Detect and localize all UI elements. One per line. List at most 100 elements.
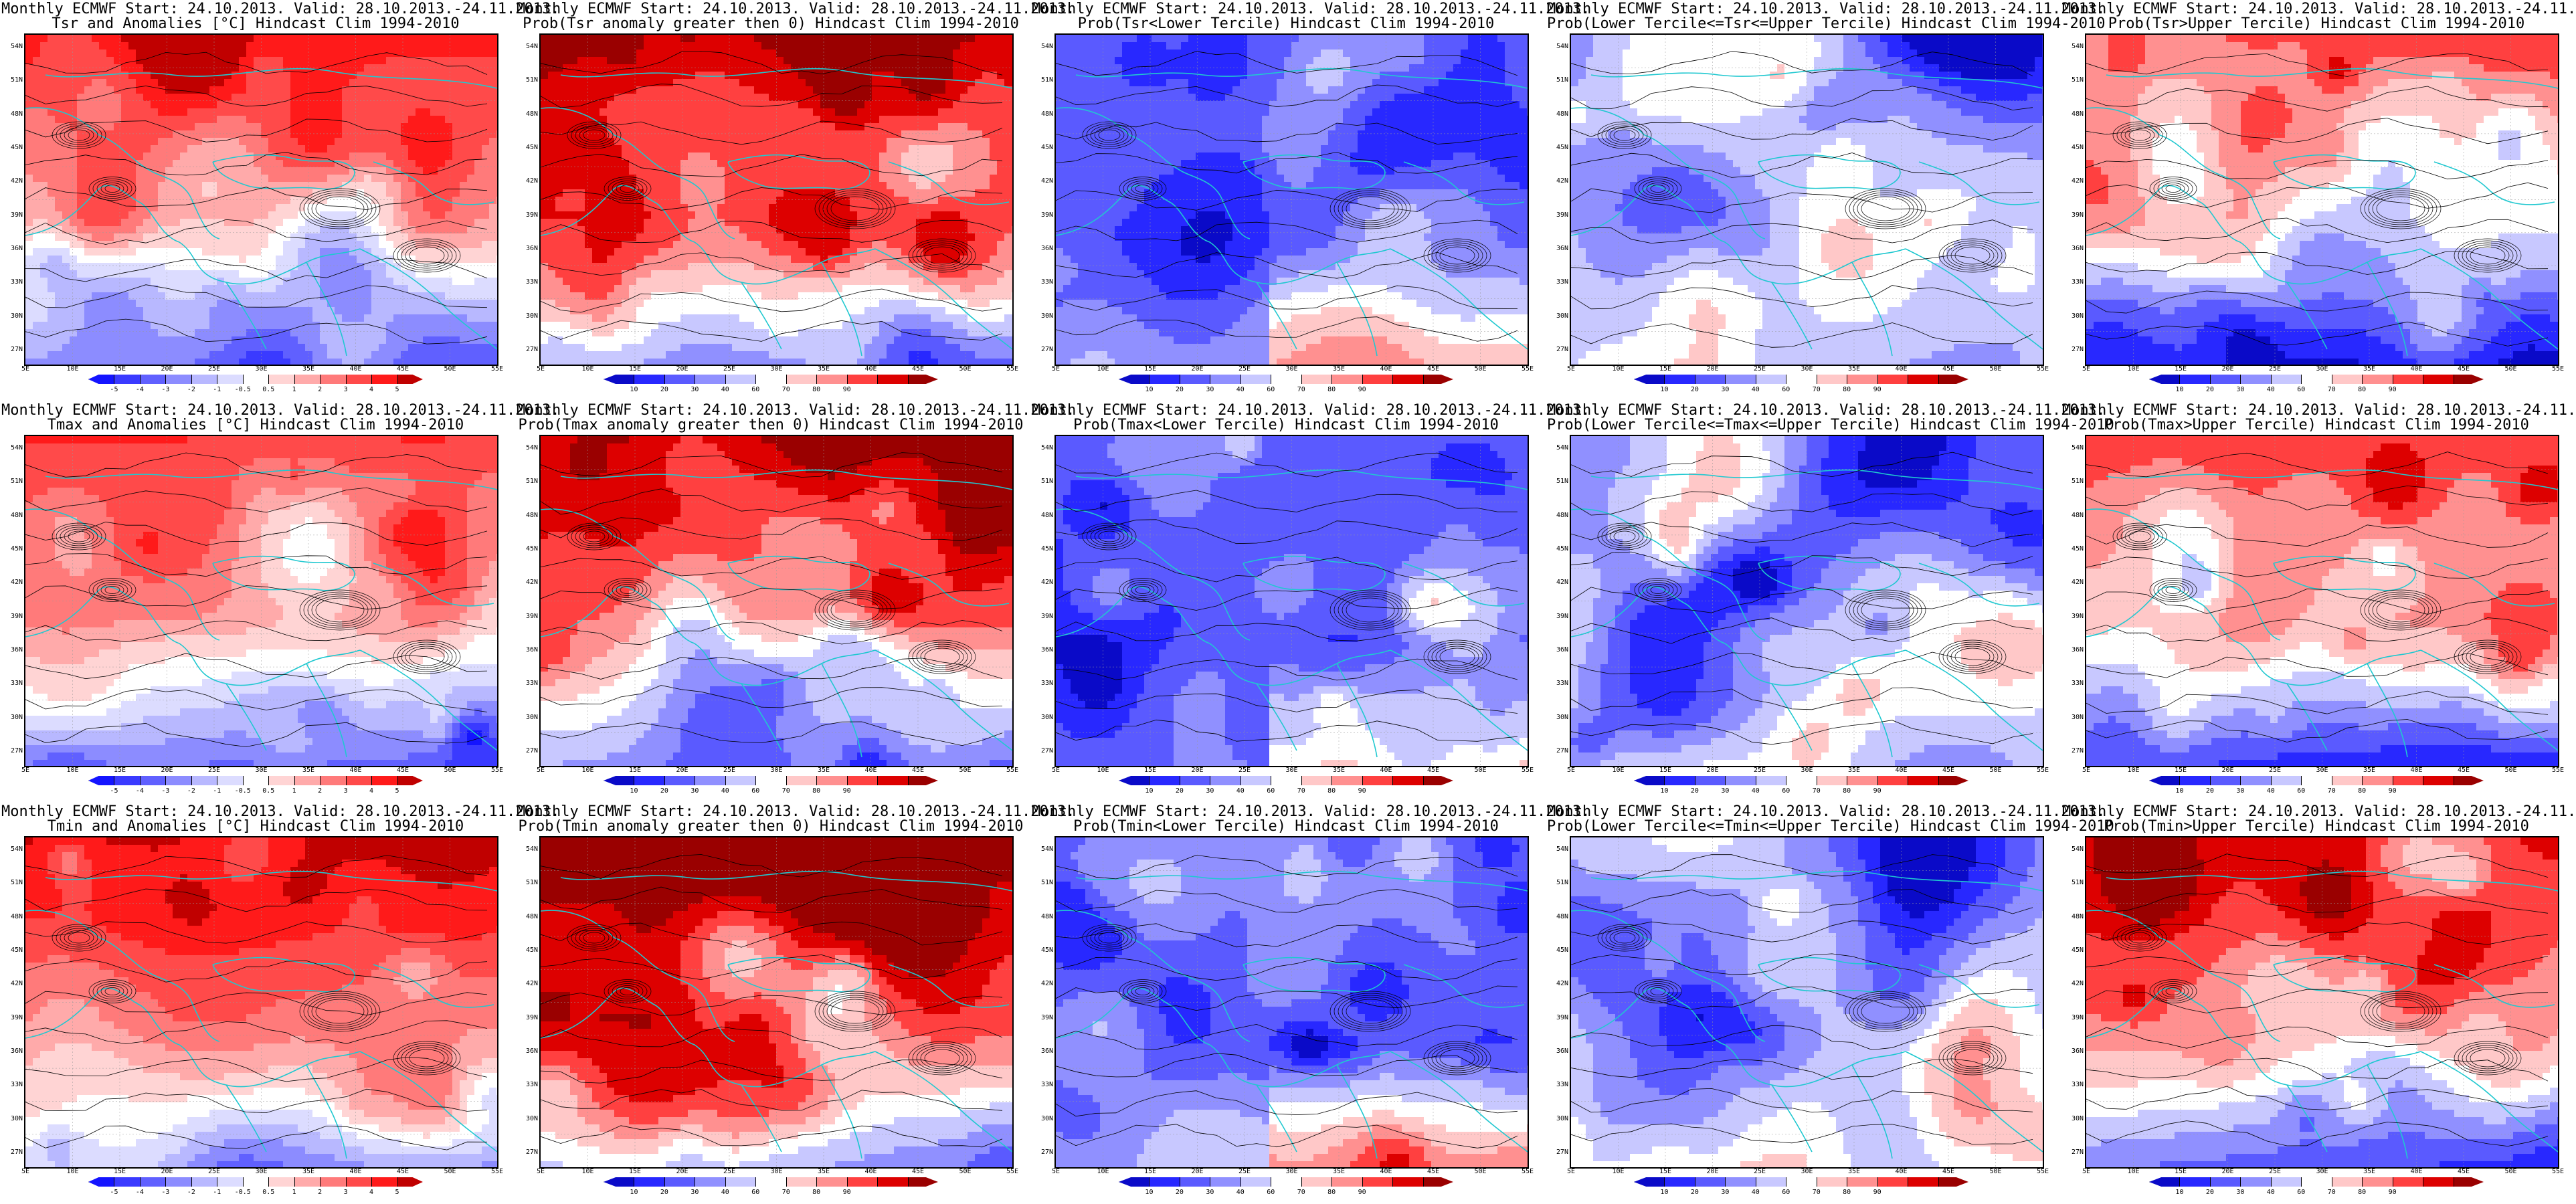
lat-tick-label: 33N	[1547, 279, 1568, 286]
colorbar-tick-label: 40	[1230, 1189, 1251, 1196]
lon-tick-label: 40E	[1376, 767, 1396, 774]
lat-tick-label: 27N	[1, 748, 23, 755]
colorbar-swatch	[1179, 1177, 1210, 1187]
colorbar-tick-label: 40	[2261, 386, 2281, 393]
lon-tick-label: 25E	[1750, 365, 1770, 373]
lat-tick-label: 45N	[517, 546, 538, 553]
lat-tick-label: 42N	[2062, 981, 2084, 987]
colorbar-tick-label: 5	[387, 1189, 407, 1196]
colorbar-tick-label: 4	[361, 1189, 381, 1196]
colorbar-swatch	[2392, 776, 2423, 785]
map-plot	[541, 436, 1012, 766]
shaded-field	[2086, 35, 2558, 365]
lat-tick-label: 45N	[1032, 144, 1053, 151]
climatology-contours	[1571, 452, 2033, 745]
colorbar-tick-label: 70	[776, 787, 796, 795]
map-panel-tsr-upper: Monthly ECMWF Start: 24.10.2013. Valid: …	[2062, 1, 2576, 395]
lat-tick-label: 42N	[1032, 981, 1053, 987]
colorbar-tick-label: 90	[2383, 787, 2403, 795]
lon-tick-label: 5E	[2076, 365, 2096, 373]
panel-title-line2: Tmin and Anomalies [°C] Hindcast Clim 19…	[1, 819, 510, 835]
colorbar-swatch	[2149, 776, 2180, 785]
map-frame	[1054, 836, 1529, 1169]
colorbar-swatch	[1301, 776, 1332, 785]
colorbar-tick-label: 30	[2230, 386, 2250, 393]
colorbar-swatch	[345, 1177, 372, 1187]
colorbar-tick-label: 30	[1715, 787, 1735, 795]
lon-tick-label: 40E	[1376, 365, 1396, 373]
colorbar-tick-label: 0.5	[258, 787, 278, 795]
lat-tick-label: 45N	[517, 947, 538, 954]
lon-tick-label: 50E	[955, 1168, 976, 1175]
colorbar-swatch	[1271, 375, 1301, 384]
lat-tick-label: 30N	[2062, 714, 2084, 721]
lon-tick-label: 30E	[1282, 1168, 1302, 1175]
panel-title-line1: Monthly ECMWF Start: 24.10.2013. Valid: …	[2062, 1, 2576, 17]
colorbar-swatch	[191, 1177, 217, 1187]
map-panel-tmax-upper: Monthly ECMWF Start: 24.10.2013. Valid: …	[2062, 403, 2576, 796]
map-panel-tmin-upper: Monthly ECMWF Start: 24.10.2013. Valid: …	[2062, 804, 2576, 1197]
colorbar-tick-label: 90	[837, 1189, 857, 1196]
lon-tick-label: 10E	[63, 365, 83, 373]
lon-tick-label: 30E	[767, 365, 787, 373]
colorbar-swatch	[786, 375, 817, 384]
lon-tick-label: 45E	[1938, 365, 1958, 373]
panel-title-line1: Monthly ECMWF Start: 24.10.2013. Valid: …	[1, 804, 559, 820]
lon-tick-label: 50E	[1471, 1168, 1491, 1175]
coastlines	[2086, 870, 2558, 1159]
colorbar-swatch	[139, 776, 166, 785]
colorbar	[88, 1177, 423, 1187]
lat-tick-label: 51N	[2062, 880, 2084, 886]
climatology-contours	[25, 52, 488, 344]
lat-tick-label: 39N	[1, 613, 23, 620]
lat-tick-label: 39N	[1547, 211, 1568, 219]
lon-tick-label: 35E	[2359, 1168, 2379, 1175]
lon-tick-label: 50E	[2501, 767, 2521, 774]
colorbar-tick-label: -5	[104, 1189, 124, 1196]
colorbar-tick-label: 40	[1746, 787, 1766, 795]
lat-lon-grid	[25, 436, 497, 766]
colorbar-tick-label: -2	[181, 386, 201, 393]
colorbar-swatch	[2209, 776, 2241, 785]
colorbar-tick-label: 5	[387, 386, 407, 393]
colorbar-swatch	[1240, 1177, 1271, 1187]
colorbar-tick-label: 80	[1321, 1189, 1342, 1196]
colorbar-tick-label: 60	[2291, 787, 2311, 795]
lat-tick-label: 39N	[1547, 613, 1568, 620]
lon-tick-label: 35E	[1329, 767, 1349, 774]
colorbar-tick-label: 90	[1867, 787, 1888, 795]
lon-tick-label: 40E	[346, 1168, 366, 1175]
lat-tick-label: 45N	[2062, 144, 2084, 151]
colorbar-swatch	[1392, 1177, 1423, 1187]
lat-tick-label: 54N	[1547, 445, 1568, 452]
lat-tick-label: 45N	[2062, 546, 2084, 553]
colorbar-swatch	[114, 776, 140, 785]
map-panel-tmax-anom: Monthly ECMWF Start: 24.10.2013. Valid: …	[1, 403, 559, 796]
colorbar-swatch	[88, 375, 114, 384]
coastlines	[1056, 68, 1528, 357]
map-plot	[25, 436, 497, 766]
lon-tick-label: 35E	[814, 365, 834, 373]
lon-tick-label: 10E	[1093, 365, 1113, 373]
lon-tick-label: 5E	[1561, 767, 1581, 774]
colorbar-tick-label: 40	[2261, 1189, 2281, 1196]
colorbar-swatch	[2240, 375, 2271, 384]
colorbar	[604, 375, 938, 384]
colorbar-tick-label: 60	[1261, 787, 1281, 795]
colorbar-swatch	[191, 375, 217, 384]
lon-tick-label: 25E	[719, 1168, 739, 1175]
colorbar-swatch	[725, 375, 756, 384]
lon-tick-label: 30E	[1797, 767, 1817, 774]
map-plot	[541, 837, 1012, 1167]
lat-tick-label: 36N	[1547, 647, 1568, 654]
colorbar-swatch	[320, 375, 346, 384]
colorbar-tick-label: 20	[654, 1189, 674, 1196]
lon-tick-label: 35E	[2359, 767, 2379, 774]
colorbar-tick-label: 40	[1230, 386, 1251, 393]
colorbar-tick-label: 3	[336, 386, 356, 393]
lat-tick-label: 36N	[1, 647, 23, 654]
lon-tick-label: 10E	[1608, 365, 1629, 373]
colorbar-swatch	[2423, 375, 2454, 384]
colorbar-swatch	[877, 776, 908, 785]
lat-tick-label: 48N	[517, 512, 538, 519]
